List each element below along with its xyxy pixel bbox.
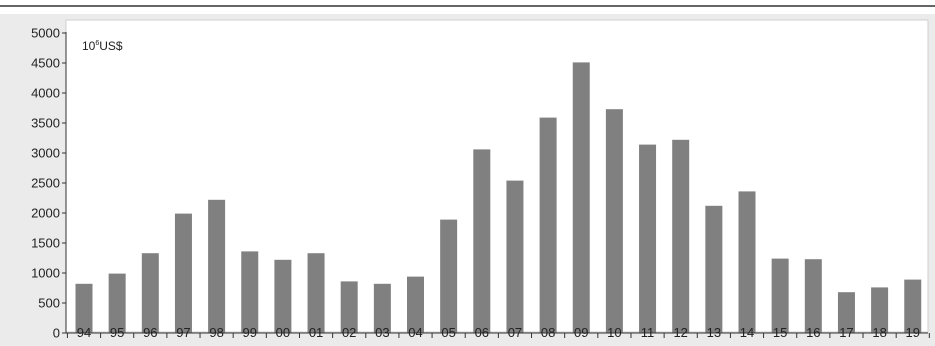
x-tick-label: 03 — [375, 325, 389, 340]
x-tick-label: 13 — [707, 325, 721, 340]
bar-05 — [440, 219, 458, 333]
bar-07 — [506, 180, 524, 333]
bar-15 — [771, 258, 789, 333]
unit-currency: US$ — [99, 39, 123, 53]
x-tick-label: 99 — [243, 325, 257, 340]
x-tick-label: 12 — [673, 325, 687, 340]
unit-exponent: 6 — [95, 40, 99, 47]
y-tick-label: 1000 — [31, 266, 60, 281]
y-tick-label: 3500 — [31, 116, 60, 131]
x-tick-label: 98 — [209, 325, 223, 340]
x-tick-label: 08 — [541, 325, 555, 340]
bar-03 — [373, 283, 391, 333]
bar-12 — [672, 139, 690, 333]
x-tick-label: 01 — [309, 325, 323, 340]
bar-08 — [539, 117, 557, 333]
x-tick-label: 07 — [508, 325, 522, 340]
y-tick-label: 2000 — [31, 206, 60, 221]
bar-01 — [307, 253, 325, 333]
x-tick-label: 00 — [276, 325, 290, 340]
bar-97 — [174, 213, 192, 333]
bar-10 — [605, 109, 623, 333]
y-tick-label: 2500 — [31, 176, 60, 191]
bar-09 — [572, 62, 590, 334]
x-tick-label: 17 — [839, 325, 853, 340]
bar-94 — [75, 283, 93, 333]
x-tick-label: 96 — [143, 325, 157, 340]
x-tick-label: 18 — [872, 325, 886, 340]
x-tick-label: 19 — [906, 325, 920, 340]
x-tick-label: 11 — [641, 325, 655, 340]
bar-95 — [108, 273, 126, 333]
x-tick-label: 97 — [176, 325, 190, 340]
x-tick-label: 09 — [574, 325, 588, 340]
unit-base: 10 — [82, 39, 96, 53]
x-tick-label: 16 — [806, 325, 820, 340]
bar-96 — [141, 253, 159, 333]
y-tick-label: 1500 — [31, 236, 60, 251]
y-tick-label: 5000 — [31, 26, 60, 41]
bar-series — [75, 62, 922, 334]
x-axis: 94 95 96 97 98 99 00 01 02 03 04 05 06 07 08 09 10 11 12 13… — [66, 325, 930, 340]
y-tick-label: 4500 — [31, 56, 60, 71]
bar-98 — [208, 199, 226, 333]
bar-13 — [705, 205, 723, 333]
bar-02 — [340, 281, 358, 333]
bar-17 — [837, 292, 855, 333]
bar-00 — [274, 259, 292, 333]
unit-label: 106US$ — [82, 39, 123, 53]
bar-18 — [871, 287, 889, 333]
bar-99 — [241, 251, 259, 333]
bar-16 — [804, 259, 822, 333]
x-tick-label: 15 — [773, 325, 787, 340]
bar-14 — [738, 191, 756, 333]
y-tick-label: 3000 — [31, 146, 60, 161]
x-tick-label: 95 — [110, 325, 124, 340]
x-tick-label: 02 — [342, 325, 356, 340]
bar-06 — [473, 149, 491, 333]
bar-19 — [904, 279, 922, 333]
y-tick-label: 4000 — [31, 86, 60, 101]
x-tick-label: 14 — [740, 325, 754, 340]
x-tick-label: 06 — [475, 325, 489, 340]
x-tick-label: 05 — [441, 325, 455, 340]
y-tick-label: 500 — [38, 296, 60, 311]
y-axis: 0 500 1000 1500 2000 2500 3000 3500 4000 4500 5000 — [31, 26, 67, 341]
x-tick-label: 94 — [77, 325, 91, 340]
bar-04 — [407, 276, 424, 333]
plot-area — [65, 19, 929, 333]
bar-11 — [639, 144, 657, 333]
x-tick-label: 04 — [408, 325, 422, 340]
x-tick-label: 10 — [607, 325, 621, 340]
y-tick-label: 0 — [53, 326, 60, 341]
